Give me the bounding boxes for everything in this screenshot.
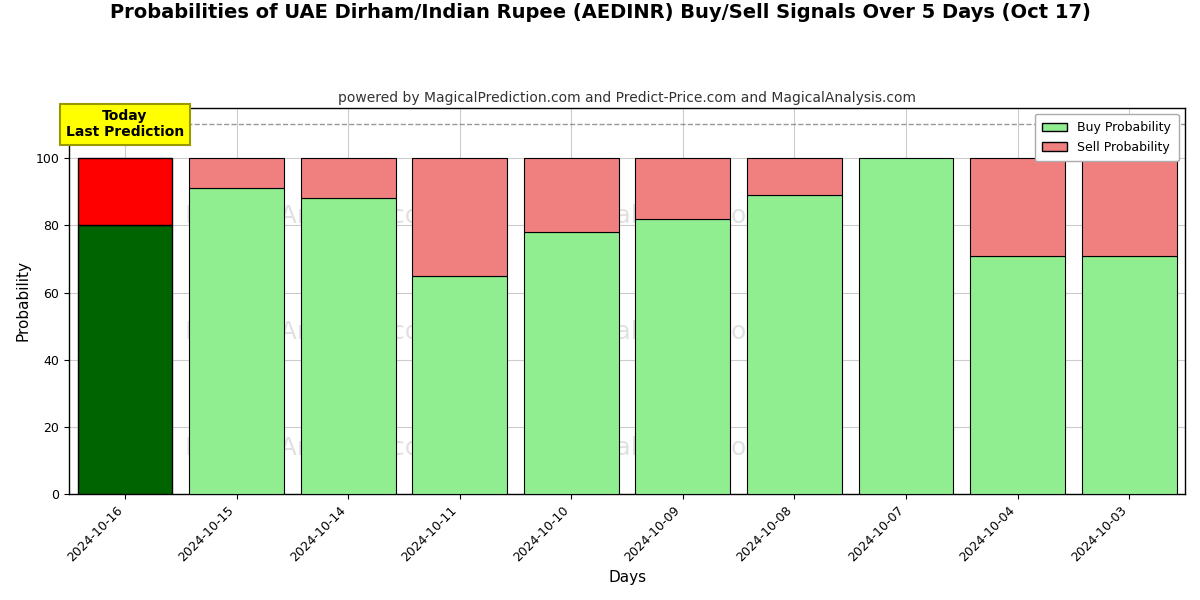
Bar [859,158,954,494]
Text: Today
Last Prediction: Today Last Prediction [66,109,184,139]
Bar [190,158,284,188]
Bar [413,275,508,494]
Bar [78,225,173,494]
Text: MagicalPrediction.com: MagicalPrediction.com [542,204,823,228]
X-axis label: Days: Days [608,570,646,585]
Bar [970,256,1066,494]
Bar [524,158,619,232]
Bar [748,195,842,494]
Bar [301,199,396,494]
Text: Probabilities of UAE Dirham/Indian Rupee (AEDINR) Buy/Sell Signals Over 5 Days (: Probabilities of UAE Dirham/Indian Rupee… [109,3,1091,22]
Bar [636,158,731,218]
Text: MagicalAnalysis.com: MagicalAnalysis.com [185,436,445,460]
Legend: Buy Probability, Sell Probability: Buy Probability, Sell Probability [1034,114,1178,161]
Bar [78,158,173,225]
Text: MagicalPrediction.com: MagicalPrediction.com [542,320,823,344]
Bar [1081,256,1177,494]
Bar [970,158,1066,256]
Bar [190,188,284,494]
Bar [413,158,508,275]
Text: MagicalAnalysis.com: MagicalAnalysis.com [185,204,445,228]
Text: MagicalAnalysis.com: MagicalAnalysis.com [185,320,445,344]
Title: powered by MagicalPrediction.com and Predict-Price.com and MagicalAnalysis.com: powered by MagicalPrediction.com and Pre… [338,91,916,105]
Text: MagicalPrediction.com: MagicalPrediction.com [542,436,823,460]
Bar [301,158,396,199]
Y-axis label: Probability: Probability [16,260,30,341]
Bar [524,232,619,494]
Bar [636,218,731,494]
Bar [1081,158,1177,256]
Bar [748,158,842,195]
